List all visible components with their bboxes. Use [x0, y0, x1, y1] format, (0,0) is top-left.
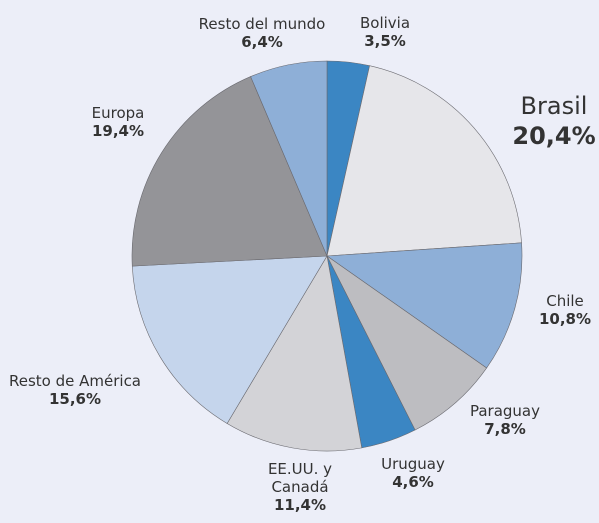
slice-label: Resto de América 15,6%: [9, 372, 141, 408]
category-label: Resto del mundo: [198, 15, 326, 33]
value-label: 11,4%: [273, 496, 327, 514]
category-label: Paraguay: [469, 402, 541, 420]
category-label: Brasil: [520, 92, 588, 120]
pie-slice: [131, 76, 328, 267]
slice-label: Paraguay 7,8%: [470, 402, 540, 438]
slice-label: Bolivia 3,5%: [360, 14, 410, 50]
slice-label: Europa 19,4%: [92, 104, 145, 140]
value-label: 20,4%: [512, 122, 596, 150]
slice-label: EE.UU. y Canadá 11,4%: [250, 460, 350, 514]
category-label: Bolivia: [359, 14, 411, 32]
category-label: Europa: [91, 104, 145, 122]
category-label: EE.UU. y Canadá: [267, 460, 333, 496]
value-label: 6,4%: [241, 33, 283, 51]
category-label: Chile: [546, 292, 584, 310]
pie-slice: [131, 255, 328, 424]
value-label: 19,4%: [91, 122, 145, 140]
value-label: 3,5%: [364, 32, 406, 50]
slice-label: Brasil 20,4%: [512, 91, 595, 151]
value-label: 4,6%: [392, 473, 434, 491]
value-label: 10,8%: [538, 310, 592, 328]
pie-slice: [326, 242, 523, 369]
category-label: Uruguay: [381, 455, 445, 473]
value-label: 15,6%: [48, 390, 102, 408]
slice-label: Chile 10,8%: [539, 292, 591, 328]
value-label: 7,8%: [484, 420, 526, 438]
pie-slice: [226, 255, 363, 452]
pie-slice: [250, 60, 328, 257]
slice-label: Uruguay 4,6%: [381, 455, 445, 491]
pie-slice: [326, 65, 522, 257]
category-label: Resto de América: [8, 372, 142, 390]
slice-label: Resto del mundo 6,4%: [199, 15, 326, 51]
pie-slice: [326, 255, 488, 431]
